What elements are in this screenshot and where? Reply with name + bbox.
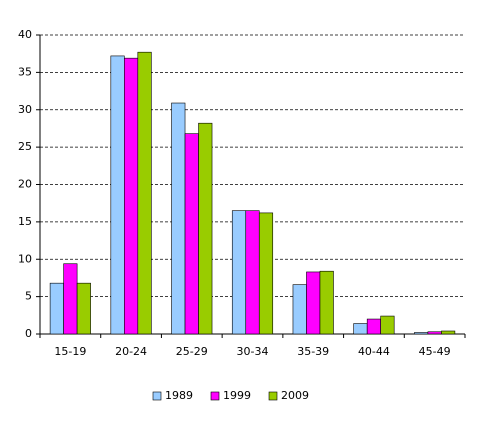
bar: [292, 284, 307, 335]
legend-label: 1999: [223, 389, 251, 402]
bar: [306, 271, 321, 335]
bar: [353, 323, 368, 335]
legend-label: 1989: [165, 389, 193, 402]
bar: [258, 212, 274, 335]
y-tick-label: 35: [18, 65, 32, 78]
y-tick-label: 20: [18, 178, 32, 191]
x-tick-label: 35-39: [297, 345, 329, 358]
y-tick-label: 10: [18, 252, 32, 265]
bar: [441, 330, 456, 335]
legend-swatch: [152, 391, 162, 401]
x-tick-label: 40-44: [358, 345, 390, 358]
y-tick-label: 30: [18, 103, 32, 116]
legend-swatch: [268, 391, 278, 401]
bar: [319, 270, 334, 335]
x-tick-label: 25-29: [176, 345, 208, 358]
bar: [231, 210, 247, 335]
legend-label: 2009: [281, 389, 309, 402]
bar: [110, 55, 125, 335]
y-tick-label: 0: [25, 327, 32, 340]
legend-swatch: [210, 391, 220, 401]
bar: [380, 315, 395, 335]
bar: [198, 122, 213, 335]
bar: [124, 57, 139, 335]
y-tick-label: 15: [18, 215, 32, 228]
bar: [427, 331, 442, 335]
x-tick-label: 20-24: [115, 345, 147, 358]
bar: [49, 282, 64, 335]
bar: [137, 51, 152, 335]
bar: [366, 318, 381, 335]
bar: [63, 263, 78, 335]
x-tick-label: 30-34: [237, 345, 269, 358]
y-tick-label: 25: [18, 140, 32, 153]
y-tick-label: 5: [25, 290, 32, 303]
bar: [245, 210, 260, 335]
bar: [171, 102, 186, 335]
bar: [184, 133, 199, 335]
bar: [76, 282, 91, 335]
y-tick-label: 40: [18, 28, 32, 41]
bar: [414, 332, 429, 335]
x-tick-label: 45-49: [419, 345, 451, 358]
x-tick-label: 15-19: [54, 345, 86, 358]
